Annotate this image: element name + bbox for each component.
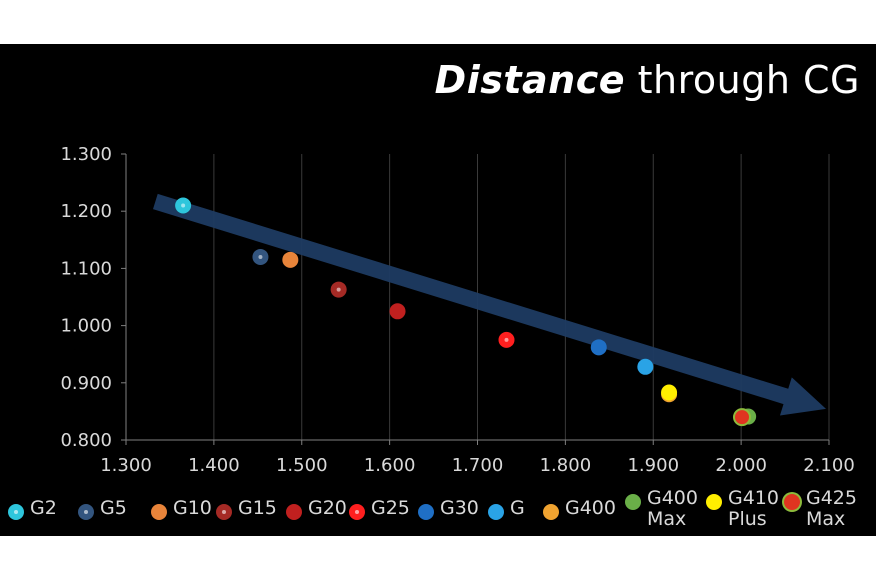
x-tick-label: 1.900	[627, 455, 679, 476]
legend-item: G15	[216, 498, 277, 520]
legend-label: G5	[100, 497, 127, 519]
legend: G2 G5 G10 G15 G20 G25 G30 G G400 G400 Max G410 Plu…	[0, 488, 876, 536]
legend-label: G2	[30, 497, 57, 519]
data-point-center	[504, 337, 509, 342]
data-point-center	[258, 254, 263, 259]
legend-marker	[418, 504, 434, 520]
scatter-plot: 1.300 1.200 1.100 1.000 0.900 0.800 1.300 1.400…	[60, 144, 855, 476]
legend-label: G10	[173, 497, 212, 519]
legend-label: G425 Max	[806, 487, 857, 530]
data-point-center	[336, 287, 341, 292]
legend-marker	[286, 504, 302, 520]
title-rest: through CG	[637, 58, 860, 102]
legend-marker	[488, 504, 504, 520]
y-tick-label: 0.800	[60, 430, 112, 451]
data-point-g30	[590, 339, 607, 356]
legend-label: G25	[371, 497, 410, 519]
legend-item: G400	[543, 498, 616, 520]
legend-item: G30	[418, 498, 479, 520]
data-point-g20	[389, 303, 406, 320]
legend-item: G425 Max	[784, 488, 857, 530]
legend-marker	[216, 504, 232, 520]
legend-item: G410 Plus	[706, 488, 779, 530]
x-tick-label: 2.100	[803, 455, 855, 476]
legend-label: G20	[308, 497, 347, 519]
y-tick-label: 1.200	[60, 201, 112, 222]
y-tick-label: 1.300	[60, 144, 112, 165]
legend-label: G15	[238, 497, 277, 519]
chart-title: Distance through CG	[435, 58, 860, 102]
data-point-g	[637, 358, 654, 375]
legend-item: G5	[78, 498, 127, 520]
x-tick-label: 1.500	[276, 455, 328, 476]
x-tick-label: 1.600	[364, 455, 416, 476]
slide: Distance through CG 1.300 1.200 1.100 1.000…	[0, 44, 876, 536]
legend-item: G10	[151, 498, 212, 520]
legend-marker	[706, 494, 722, 510]
legend-label: G	[510, 497, 525, 519]
data-point-g10	[282, 251, 299, 268]
x-tick-label: 2.000	[715, 455, 767, 476]
legend-marker	[625, 494, 641, 510]
legend-label: G30	[440, 497, 479, 519]
legend-item: G2	[8, 498, 57, 520]
legend-item: G20	[286, 498, 347, 520]
legend-item: G25	[349, 498, 410, 520]
legend-marker	[784, 494, 800, 510]
legend-marker	[151, 504, 167, 520]
legend-marker	[349, 504, 365, 520]
x-tick-label: 1.300	[100, 455, 152, 476]
x-tick-label: 1.700	[452, 455, 504, 476]
y-tick-label: 1.000	[60, 316, 112, 337]
x-tick-label: 1.800	[540, 455, 592, 476]
trend-arrow	[152, 193, 827, 416]
x-tick-label: 1.400	[188, 455, 240, 476]
legend-marker	[8, 504, 24, 520]
legend-marker	[543, 504, 559, 520]
data-point-g410-plus	[661, 384, 678, 401]
legend-item: G	[488, 498, 525, 520]
data-point-center	[181, 203, 186, 208]
data-point-g425-max	[733, 408, 752, 427]
y-tick-label: 0.900	[60, 373, 112, 394]
legend-label: G410 Plus	[728, 487, 779, 530]
y-tick-label: 1.100	[60, 258, 112, 279]
legend-label: G400	[565, 497, 616, 519]
legend-label: G400 Max	[647, 487, 698, 530]
legend-marker	[78, 504, 94, 520]
legend-item: G400 Max	[625, 488, 698, 530]
title-emphasis: Distance	[434, 58, 626, 102]
